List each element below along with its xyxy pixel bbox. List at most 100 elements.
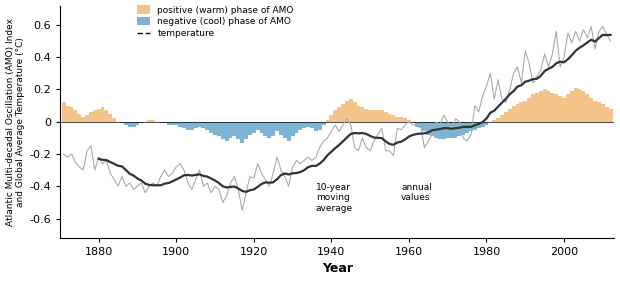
Bar: [131, 122, 136, 126]
Bar: [446, 122, 450, 138]
Bar: [279, 122, 283, 135]
Bar: [62, 102, 66, 122]
Bar: [326, 120, 329, 122]
Bar: [427, 122, 430, 135]
Bar: [480, 122, 485, 126]
Bar: [232, 122, 236, 136]
Bar: [407, 120, 411, 122]
Bar: [78, 114, 81, 122]
Bar: [399, 117, 403, 122]
Bar: [162, 122, 167, 123]
Bar: [217, 122, 221, 136]
Bar: [535, 93, 539, 122]
Bar: [291, 122, 294, 136]
Bar: [205, 122, 209, 130]
Bar: [240, 122, 244, 143]
Bar: [147, 120, 151, 122]
Bar: [450, 122, 453, 138]
Bar: [120, 122, 124, 123]
Bar: [418, 122, 422, 128]
Bar: [384, 112, 388, 122]
Bar: [229, 122, 232, 138]
Bar: [97, 109, 100, 122]
Bar: [388, 114, 391, 122]
Bar: [504, 112, 508, 122]
Bar: [193, 122, 198, 128]
Bar: [275, 122, 279, 132]
Bar: [415, 122, 419, 126]
Bar: [542, 89, 547, 122]
Bar: [376, 110, 380, 122]
Bar: [283, 122, 287, 138]
Bar: [360, 107, 365, 122]
Bar: [380, 110, 384, 122]
Bar: [66, 106, 69, 122]
X-axis label: Year: Year: [322, 262, 353, 275]
Bar: [520, 102, 523, 122]
Bar: [136, 122, 140, 125]
Bar: [585, 94, 589, 122]
Bar: [422, 122, 427, 132]
Bar: [554, 94, 558, 122]
Bar: [593, 101, 597, 122]
Bar: [303, 122, 306, 128]
Bar: [516, 104, 520, 122]
Bar: [496, 119, 500, 122]
Bar: [442, 122, 446, 139]
Bar: [221, 122, 224, 139]
Bar: [434, 122, 438, 138]
Text: 10-year
moving
average: 10-year moving average: [316, 183, 353, 213]
Bar: [124, 122, 128, 125]
Legend: positive (warm) phase of AMO, negative (cool) phase of AMO, temperature: positive (warm) phase of AMO, negative (…: [136, 5, 294, 38]
Bar: [492, 120, 496, 122]
Bar: [461, 122, 465, 135]
Bar: [345, 101, 349, 122]
Bar: [337, 107, 341, 122]
Bar: [202, 122, 205, 128]
Bar: [252, 122, 255, 133]
Bar: [356, 106, 360, 122]
Bar: [298, 122, 303, 130]
Bar: [562, 98, 566, 122]
Bar: [213, 122, 217, 135]
Bar: [264, 122, 267, 136]
Bar: [477, 122, 481, 128]
Bar: [236, 122, 240, 139]
Bar: [190, 122, 193, 130]
Bar: [329, 115, 334, 122]
Bar: [198, 122, 202, 126]
Bar: [601, 104, 604, 122]
Bar: [465, 122, 469, 133]
Bar: [318, 122, 322, 130]
Bar: [112, 119, 116, 122]
Bar: [403, 119, 407, 122]
Bar: [248, 122, 252, 135]
Bar: [485, 122, 489, 125]
Bar: [178, 122, 182, 126]
Bar: [334, 110, 337, 122]
Bar: [267, 122, 271, 138]
Bar: [244, 122, 248, 139]
Bar: [167, 122, 170, 125]
Y-axis label: Atlantic Multi-decadal Oscillation (AMO) Index
and Global Average Temperature (°: Atlantic Multi-decadal Oscillation (AMO)…: [6, 18, 25, 226]
Bar: [582, 91, 585, 122]
Bar: [170, 122, 174, 125]
Bar: [500, 115, 504, 122]
Bar: [81, 117, 85, 122]
Bar: [306, 122, 310, 126]
Bar: [578, 89, 582, 122]
Bar: [512, 106, 516, 122]
Bar: [353, 102, 356, 122]
Bar: [523, 101, 527, 122]
Bar: [368, 110, 372, 122]
Bar: [570, 91, 574, 122]
Bar: [159, 122, 162, 123]
Bar: [411, 122, 415, 123]
Bar: [365, 109, 368, 122]
Bar: [209, 122, 213, 133]
Bar: [547, 91, 551, 122]
Bar: [105, 110, 108, 122]
Bar: [310, 122, 314, 128]
Bar: [341, 104, 345, 122]
Bar: [349, 99, 353, 122]
